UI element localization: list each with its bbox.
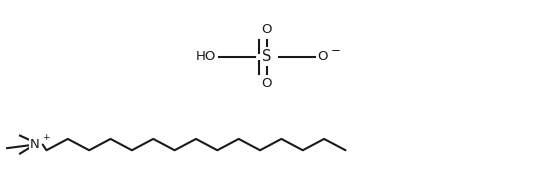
Text: O: O (262, 23, 272, 36)
Text: −: − (331, 44, 341, 57)
Text: +: + (42, 133, 49, 142)
Text: O: O (262, 77, 272, 90)
Text: S: S (262, 49, 272, 64)
Text: N: N (30, 138, 40, 151)
Text: HO: HO (196, 50, 216, 63)
Text: O: O (318, 50, 328, 63)
